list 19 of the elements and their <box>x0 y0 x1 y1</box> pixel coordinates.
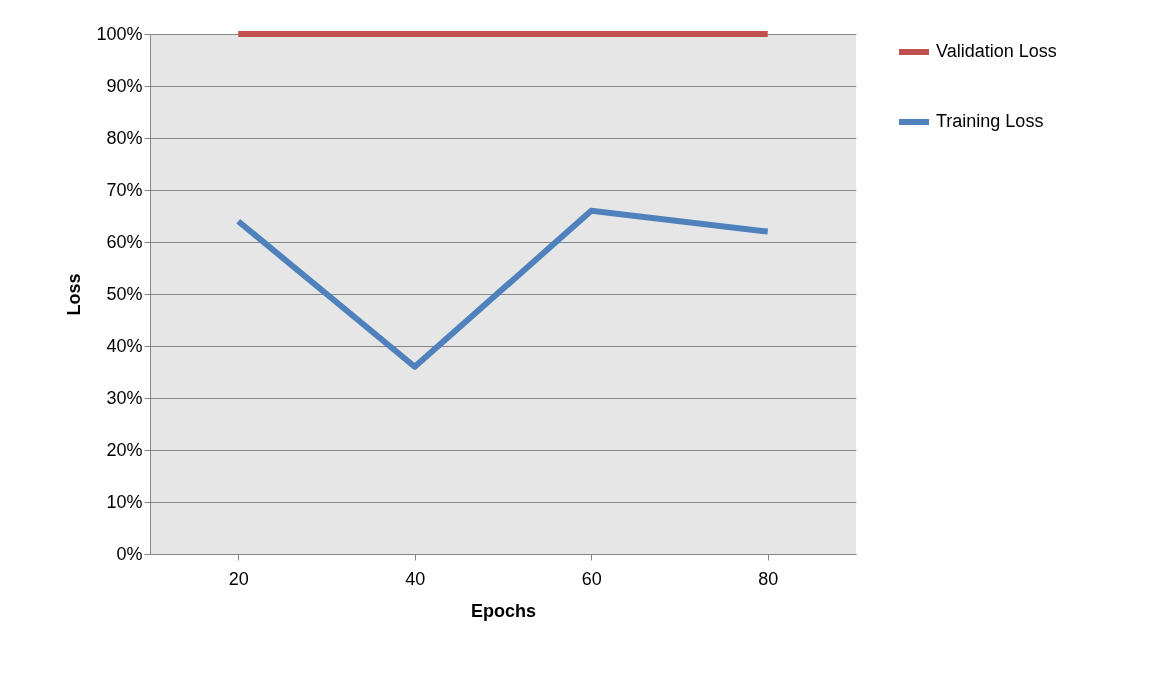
x-tick-label: 20 <box>228 568 249 589</box>
x-axis-title: Epochs <box>470 600 537 621</box>
y-tick-label: 40% <box>106 335 143 356</box>
y-tick-label: 60% <box>106 231 143 252</box>
y-tick-label: 10% <box>106 491 143 512</box>
y-tick-label: 20% <box>106 439 143 460</box>
legend-label: Validation Loss <box>936 41 1057 61</box>
x-tick-label: 60 <box>581 568 602 589</box>
y-tick-label: 70% <box>106 179 143 200</box>
y-tick-label: 0% <box>116 543 143 564</box>
y-tick-label: 50% <box>106 283 143 304</box>
y-tick-label: 30% <box>106 387 143 408</box>
y-axis-title: Loss <box>64 273 85 316</box>
x-tick-label: 80 <box>758 568 779 589</box>
y-tick-label: 100% <box>96 23 143 44</box>
y-tick-label: 90% <box>106 75 143 96</box>
x-tick-label: 40 <box>405 568 426 589</box>
legend-label: Training Loss <box>936 111 1044 131</box>
y-tick-label: 80% <box>106 127 143 148</box>
